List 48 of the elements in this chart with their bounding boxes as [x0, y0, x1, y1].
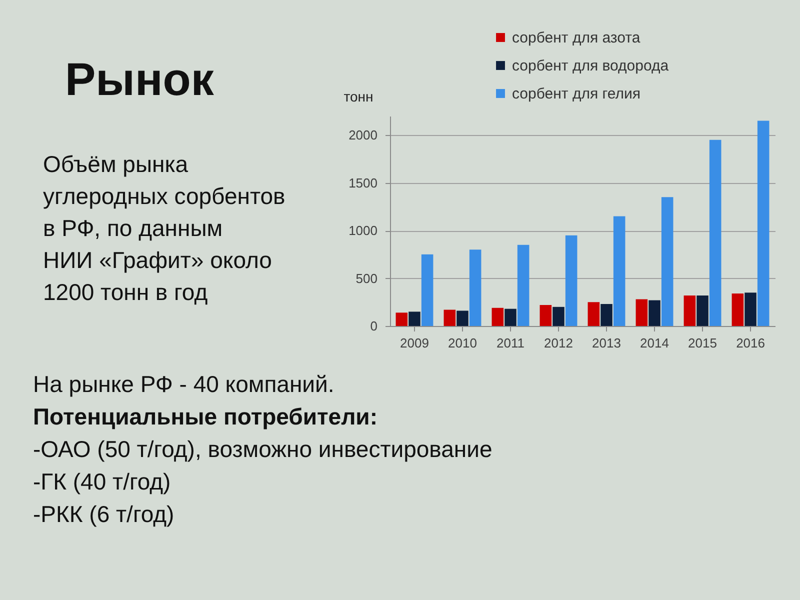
- x-tick-label: 2009: [400, 336, 429, 350]
- x-tick-label: 2010: [448, 336, 477, 350]
- x-tick-label: 2015: [688, 336, 717, 350]
- bar: [396, 312, 408, 326]
- legend-label: сорбент для водорода: [512, 58, 670, 74]
- bar: [565, 235, 578, 326]
- bar: [588, 302, 600, 326]
- bar: [696, 295, 708, 326]
- bar: [444, 310, 456, 326]
- y-tick-label: 1500: [348, 175, 378, 190]
- text: На рынке РФ - 40 компаний.: [33, 371, 334, 397]
- bar: [552, 306, 564, 326]
- bar: [732, 294, 744, 326]
- chart-title: Рынок: [65, 53, 215, 105]
- text: -ГК (40 т/год): [33, 468, 171, 494]
- bar: [661, 197, 674, 326]
- y-tick-label: 2000: [348, 128, 378, 143]
- legend-label: сорбент для гелия: [512, 86, 640, 102]
- text: Объём рынка углеродных сорбентов в РФ, по данным НИИ «Графит» около 1200 тонн в год: [43, 151, 286, 305]
- bar: [684, 295, 696, 326]
- x-tick-label: 2013: [592, 336, 621, 350]
- x-tick-label: 2016: [736, 336, 765, 350]
- bar: [456, 310, 468, 326]
- text: -РКК (6 т/год): [33, 501, 174, 527]
- x-tick-label: 2014: [640, 336, 669, 350]
- bar: [744, 292, 756, 326]
- bar: [469, 250, 482, 326]
- x-tick-label: 2011: [496, 336, 524, 350]
- y-tick-label: 1000: [348, 223, 378, 238]
- bar: [613, 216, 626, 326]
- bar: [709, 140, 722, 326]
- y-tick-label: 0: [370, 318, 378, 334]
- bar: [492, 308, 504, 326]
- bar: [757, 120, 770, 326]
- bar: [648, 300, 660, 326]
- y-axis-title: тонн: [344, 88, 374, 104]
- bar: [504, 308, 516, 326]
- x-tick-label: 2012: [544, 336, 573, 350]
- bar: [517, 244, 530, 326]
- bar: [600, 304, 612, 326]
- bar: [421, 254, 434, 326]
- bar: [636, 299, 648, 326]
- text: -ОАО (50 т/год), возможно инвестирование: [33, 436, 492, 462]
- legend-label: сорбент для азота: [512, 30, 641, 46]
- bar: [540, 305, 552, 326]
- bar: [408, 312, 420, 326]
- text: Потенциальные потребители:: [33, 404, 378, 430]
- y-tick-label: 500: [356, 270, 378, 286]
